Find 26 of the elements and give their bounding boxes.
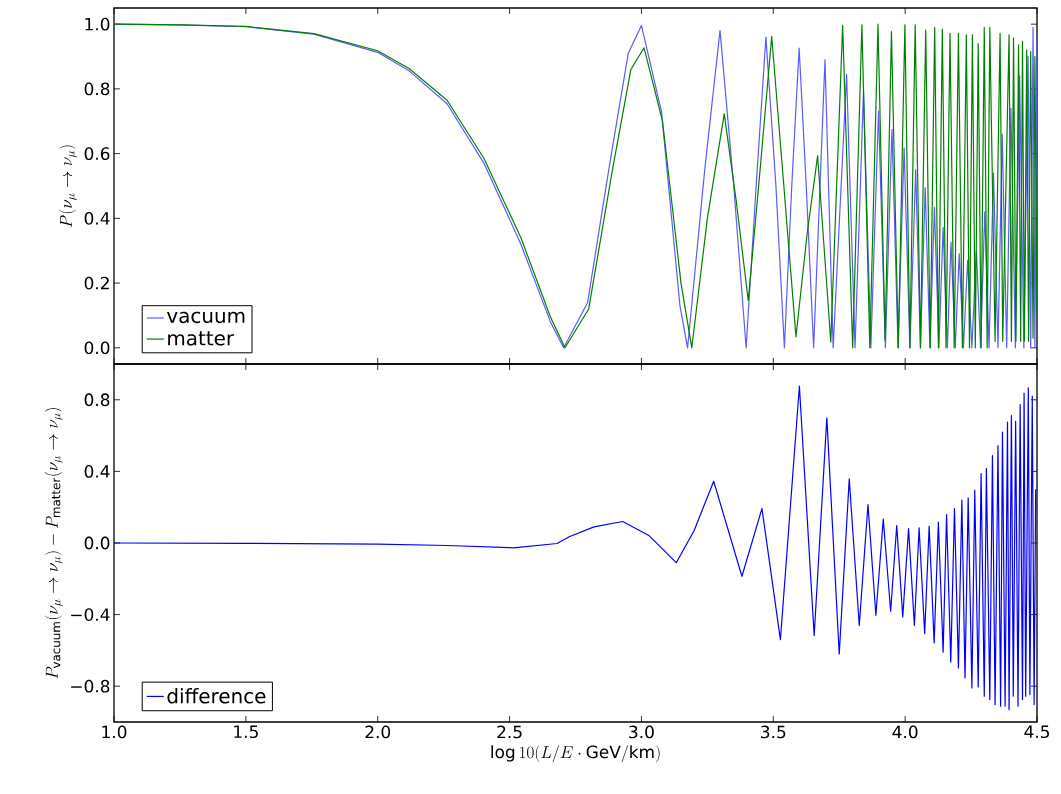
x-tick-label: 2.0 (365, 725, 391, 739)
y-tick-label: −0.8 (71, 679, 110, 693)
y-tick-label: 0.2 (84, 276, 109, 290)
legend-label: difference (167, 688, 266, 704)
y-tick-label: 0.0 (84, 341, 110, 355)
y-tick-label: −0.4 (71, 608, 110, 621)
x-tick-label: 4.5 (1024, 725, 1049, 739)
x-axis-title: $\log10(L/E \cdot {\rm GeV/km})$ (491, 745, 660, 763)
y-tick-label: 1.0 (85, 17, 110, 31)
y-tick-label: 0.6 (84, 147, 110, 161)
y-tick-label: 0.4 (84, 211, 110, 225)
line-series (114, 385, 1037, 711)
x-tick-label: 3.0 (629, 725, 654, 739)
legend-label: vacuum (166, 311, 245, 324)
y-axis-title: $P_{\rm vacuum}(\nu_\mu \rightarrow \nu_\mu) - P_{\rm matter}(\nu_\mu \rightarrow \nu_\mu)$ (44, 408, 63, 679)
x-tick-label: 4.0 (892, 725, 918, 739)
x-tick-label: 1.0 (102, 725, 127, 739)
y-tick-label: 0.8 (84, 82, 110, 96)
y-tick-label: 0.4 (84, 464, 110, 478)
y-axis-title: $P(\nu_\mu \rightarrow \nu_\mu)$ (58, 145, 77, 228)
y-tick-label: 0.8 (84, 393, 110, 407)
x-tick-label: 3.5 (761, 725, 786, 739)
x-tick-label: 2.5 (497, 725, 522, 739)
y-tick-label: 0.0 (84, 536, 110, 550)
legend-label: matter (168, 331, 235, 346)
x-tick-label: 1.5 (234, 725, 258, 739)
